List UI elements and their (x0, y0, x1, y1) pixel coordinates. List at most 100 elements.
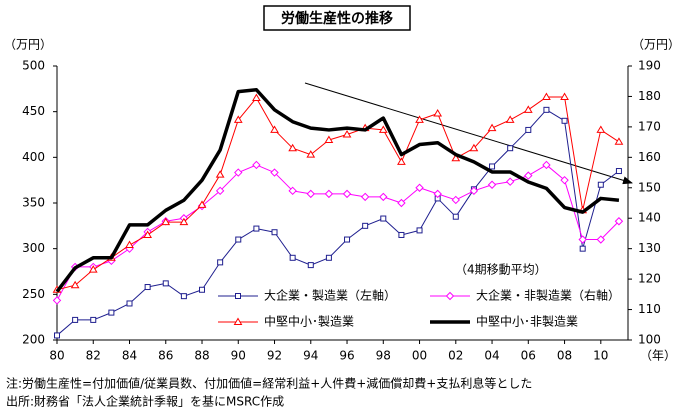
marker (88, 265, 98, 273)
marker (469, 186, 479, 196)
series-line (55, 87, 620, 293)
marker (523, 105, 533, 113)
x-tick-label: 80 (49, 349, 64, 363)
marker (615, 168, 622, 175)
y-tick-label: 350 (22, 196, 45, 210)
marker (108, 309, 115, 316)
marker (180, 293, 187, 300)
marker (217, 259, 224, 266)
y-tick-label: 200 (22, 333, 45, 347)
y2-tick-label: 160 (638, 150, 661, 164)
annotation: （4期移動平均） (455, 263, 547, 277)
x-tick-label: 00 (412, 349, 427, 363)
marker (324, 135, 334, 143)
y2-tick-label: 110 (638, 302, 661, 316)
legend-marker (445, 291, 455, 301)
x-tick-label: 92 (267, 349, 282, 363)
marker (324, 189, 334, 199)
marker (360, 192, 370, 202)
marker (70, 280, 80, 289)
marker (379, 192, 388, 202)
chart-title: 労働生産性の推移 (281, 10, 393, 27)
y2-tick-label: 120 (638, 272, 661, 286)
y2-tick-label: 170 (638, 119, 661, 133)
marker (199, 286, 206, 293)
marker (179, 217, 189, 226)
y-tick-label: 400 (22, 150, 45, 164)
marker (342, 130, 352, 138)
x-tick-label: 10 (593, 349, 608, 363)
marker (234, 168, 243, 177)
legend-label: 中堅中小･製造業 (264, 314, 354, 329)
x-tick-label: 06 (521, 349, 536, 363)
marker (397, 198, 406, 208)
marker (307, 262, 314, 269)
marker (397, 157, 406, 165)
marker (342, 189, 352, 199)
marker (507, 145, 514, 152)
marker (433, 189, 442, 199)
legend-label: 大企業・製造業（左軸） (264, 288, 396, 303)
trend-arrow (304, 82, 633, 185)
marker (579, 245, 586, 252)
marker (451, 153, 461, 162)
marker (197, 200, 207, 208)
marker (614, 137, 624, 145)
marker (614, 217, 624, 226)
marker (487, 123, 497, 132)
marker (289, 254, 296, 261)
legend-marker (233, 317, 243, 325)
marker (288, 186, 297, 196)
x-tick-label: 86 (158, 349, 173, 363)
y2-tick-label: 100 (638, 333, 661, 347)
y2-tick-label: 130 (638, 241, 661, 255)
marker (215, 186, 225, 196)
marker (525, 126, 532, 133)
marker (596, 125, 606, 133)
legend-label: 大企業・非製造業（右軸） (476, 288, 620, 303)
x-tick-label: 08 (557, 349, 572, 363)
y-tick-label: 450 (22, 104, 45, 118)
y2-tick-label: 140 (638, 211, 661, 225)
marker (306, 150, 316, 158)
marker (415, 115, 424, 123)
marker (253, 225, 260, 232)
marker (578, 235, 587, 244)
marker (125, 240, 134, 249)
marker (561, 117, 568, 124)
x-tick-label: 98 (376, 349, 391, 363)
note: 注:労働生産性=付加価値/従業員数、付加価値=経常利益+人件費+減価償却費+支払… (6, 376, 532, 391)
marker (233, 115, 243, 123)
y-axis-label: （万円） (4, 38, 52, 52)
marker (487, 180, 497, 189)
x-tick-label: 96 (339, 349, 354, 363)
x-tick-label: 02 (448, 349, 463, 363)
marker (542, 92, 551, 101)
marker (543, 106, 550, 113)
marker (378, 125, 388, 133)
marker (54, 332, 60, 339)
x-tick-label: 88 (194, 349, 209, 363)
y-tick-label: 500 (22, 59, 45, 73)
marker (560, 175, 569, 185)
marker (344, 236, 351, 243)
marker (416, 227, 423, 234)
marker (235, 236, 242, 243)
marker (524, 171, 533, 180)
marker (505, 177, 515, 186)
marker (144, 284, 151, 291)
legend-label: 中堅中小･非製造業 (476, 314, 578, 329)
marker (215, 170, 225, 178)
marker (433, 109, 443, 117)
legend-marker (235, 293, 241, 299)
marker (270, 125, 279, 133)
marker (451, 195, 461, 205)
x-tick-label: 90 (231, 349, 246, 363)
marker (489, 163, 496, 170)
y-tick-label: 250 (22, 287, 45, 301)
marker (271, 229, 278, 236)
y2-tick-label: 190 (638, 59, 661, 73)
marker (325, 254, 332, 261)
y2-tick-label: 150 (638, 180, 661, 194)
